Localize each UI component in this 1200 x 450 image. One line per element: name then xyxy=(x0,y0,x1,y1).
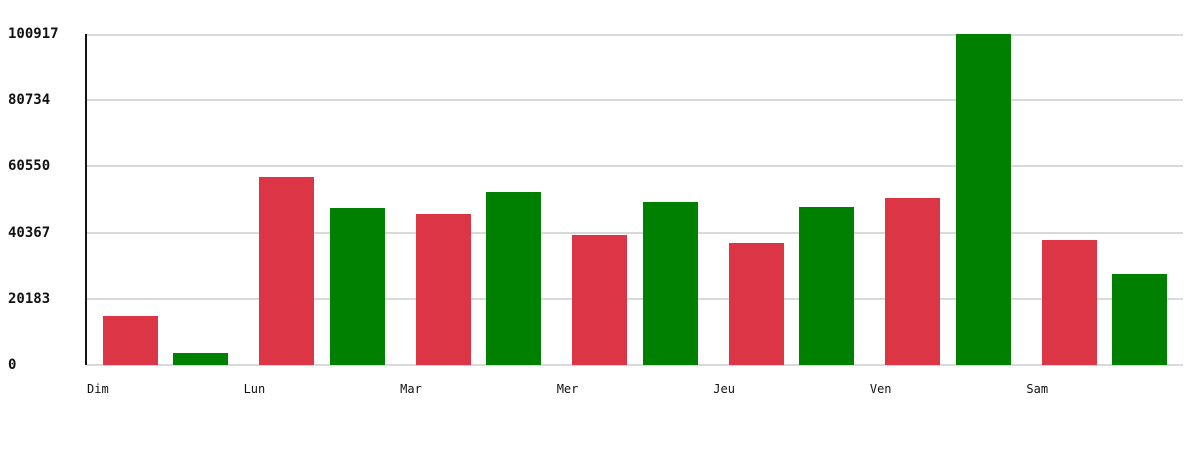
bar-ven-green xyxy=(955,34,1011,365)
x-tick-label: Dim xyxy=(87,382,109,396)
x-tick-label: Mar xyxy=(400,382,422,396)
x-tick-label: Ven xyxy=(869,382,892,396)
gridline xyxy=(87,99,1183,102)
bar-mer-red xyxy=(572,234,628,365)
bar-mar-red xyxy=(415,214,471,365)
bar-jeu-red xyxy=(728,242,784,365)
bar-jeu-green xyxy=(799,206,855,365)
bar-lun-green xyxy=(329,208,385,365)
x-tick-label: Jeu xyxy=(713,382,735,396)
bar-dim-red xyxy=(102,316,158,365)
y-tick-label: 40367 xyxy=(8,224,51,241)
y-tick-label: 80734 xyxy=(8,92,51,109)
y-tick-label: 20183 xyxy=(8,290,51,307)
bar-sam-red xyxy=(1041,239,1097,365)
bar-lun-red xyxy=(259,176,315,365)
x-tick-label: Mer xyxy=(556,382,579,396)
y-tick-label: 0 xyxy=(8,357,17,373)
y-tick-label: 60550 xyxy=(8,158,51,175)
bar-mar-green xyxy=(486,191,542,365)
gridline xyxy=(87,165,1183,168)
x-tick-label: Sam xyxy=(1026,382,1049,396)
x-tick-label: Lun xyxy=(243,382,266,396)
gridline xyxy=(87,231,1183,234)
bar-ven-red xyxy=(885,197,941,365)
bar-dim-green xyxy=(173,352,228,365)
bar-sam-green xyxy=(1112,273,1168,365)
bar-mer-green xyxy=(642,201,698,365)
gridline xyxy=(87,34,1183,36)
gridline xyxy=(87,297,1183,300)
y-tick-label: 100917 xyxy=(8,26,59,42)
plot-area xyxy=(85,34,1183,366)
gridline xyxy=(87,364,1183,366)
